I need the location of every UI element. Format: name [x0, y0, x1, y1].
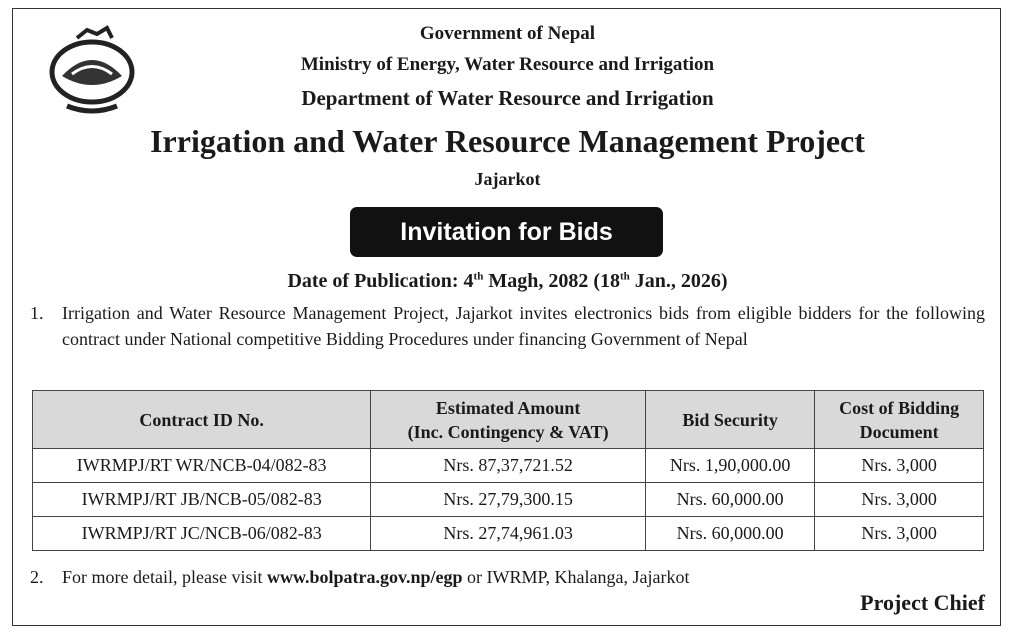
- table-cell: Nrs. 27,74,961.03: [370, 516, 646, 551]
- location: Jajarkot: [474, 169, 541, 189]
- table-row: IWRMPJ/RT JB/NCB-05/082-83 Nrs. 27,79,300…: [31, 482, 984, 517]
- publication-date: Date of Publication: 4th Magh, 2082 (18t…: [0, 270, 1015, 293]
- table-cell: Nrs. 3,000: [814, 482, 984, 517]
- table-cell: IWRMPJ/RT WR/NCB-04/082-83: [31, 448, 372, 483]
- date-text: Date of Publication: 4: [287, 270, 474, 292]
- header-line: (Inc. Contingency & VAT): [407, 421, 609, 442]
- text: or IWRMP, Khalanga, Jajarkot: [462, 567, 690, 587]
- table-cell: Nrs. 87,37,721.52: [370, 448, 646, 483]
- header-line: Document: [859, 421, 939, 442]
- table-cell: Nrs. 3,000: [814, 448, 984, 483]
- header-line: Cost of Bidding: [839, 397, 960, 418]
- emblem: [49, 25, 135, 114]
- item-number: 2.: [30, 567, 44, 587]
- date-sup: th: [619, 270, 630, 283]
- paragraph: 2. For more detail, please visit www.bol…: [30, 564, 985, 590]
- header-line: Estimated Amount: [435, 397, 581, 418]
- item-number: 1.: [30, 303, 44, 323]
- table-body: IWRMPJ/RT WR/NCB-04/082-83 Nrs. 87,37,721…: [31, 448, 984, 551]
- link[interactable]: www.bolpatra.gov.np/egp: [266, 567, 463, 587]
- date-text: Magh, 2082 (18: [483, 270, 620, 292]
- government: Government of Nepal: [419, 23, 596, 44]
- header-line: Bid Security: [682, 409, 778, 430]
- paragraph-text: For more detail, please visit www.bolpat…: [62, 564, 985, 590]
- date-text: Jan., 2026): [629, 270, 728, 292]
- badge: Invitation for Bids: [350, 207, 663, 257]
- department: Department of Water Resource and Irrigat…: [301, 86, 714, 110]
- table-row: IWRMPJ/RT JC/NCB-06/082-83 Nrs. 27,74,961…: [31, 516, 984, 551]
- table-cell: IWRMPJ/RT JB/NCB-05/082-83: [31, 482, 372, 517]
- project-title: Irrigation and Water Resource Management…: [150, 123, 865, 159]
- table-row: IWRMPJ/RT WR/NCB-04/082-83 Nrs. 87,37,721…: [31, 448, 984, 483]
- header-cell: Cost of Bidding Document: [814, 390, 984, 449]
- table-cell: Nrs. 3,000: [814, 516, 984, 551]
- table-cell: Nrs. 60,000.00: [644, 516, 816, 551]
- header-cell: Bid Security: [644, 390, 816, 449]
- ministry: Ministry of Energy, Water Resource and I…: [300, 54, 715, 75]
- notice-frame: [12, 8, 1001, 626]
- text: For more detail, please visit: [62, 567, 267, 587]
- paragraph-text: Irrigation and Water Resource Management…: [62, 303, 985, 349]
- header-row: Contract ID No. Estimated Amount (Inc. Con…: [31, 390, 984, 449]
- table-cell: Nrs. 1,90,000.00: [644, 448, 816, 483]
- table-cell: IWRMPJ/RT JC/NCB-06/082-83: [31, 516, 372, 551]
- date-sup: th: [473, 270, 484, 283]
- table-cell: Nrs. 60,000.00: [644, 482, 816, 517]
- paragraph: 1. Irrigation and Water Resource Managem…: [30, 300, 985, 352]
- bid-table: Contract ID No. Estimated Amount (Inc. Con…: [31, 390, 984, 551]
- header-cell: Estimated Amount (Inc. Contingency & VAT): [370, 390, 646, 449]
- header-line: Contract ID No.: [139, 409, 264, 430]
- table-cell: Nrs. 27,79,300.15: [370, 482, 646, 517]
- signature: Project Chief: [860, 590, 985, 615]
- header-cell: Contract ID No.: [31, 390, 372, 449]
